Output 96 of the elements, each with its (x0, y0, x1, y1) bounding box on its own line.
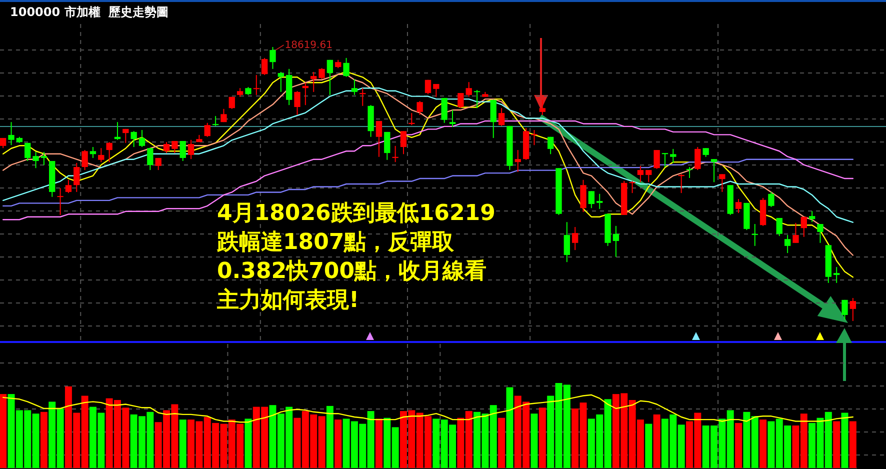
candlestick (449, 110, 456, 128)
annotation: 18619.61 (284, 40, 332, 51)
candlestick (163, 142, 170, 154)
candlestick (138, 130, 146, 148)
candlestick (416, 100, 423, 116)
candlestick (441, 97, 448, 124)
bar (0, 394, 7, 468)
bar (506, 387, 514, 468)
candlestick (474, 90, 480, 109)
bar (179, 420, 186, 468)
bar (538, 408, 546, 468)
candlestick (800, 216, 807, 238)
candlestick (498, 108, 505, 126)
candlestick (122, 128, 129, 144)
candlestick (490, 99, 496, 138)
candlestick (564, 222, 570, 263)
candlestick (808, 210, 816, 223)
candlestick (719, 174, 726, 192)
candlestick (710, 158, 718, 183)
candlestick (130, 130, 137, 148)
annotation: 4月18026跌到最低16219跌幅達1807點，反彈取0.382快700點，收月線看主力如何表現! (216, 201, 496, 313)
candlestick (588, 190, 595, 209)
bar (735, 422, 742, 468)
candlestick (784, 234, 791, 254)
candlestick (40, 151, 48, 166)
bar (334, 420, 342, 468)
candlestick (433, 83, 440, 98)
candlestick (220, 108, 227, 123)
candlestick (270, 46, 276, 70)
candlestick (400, 130, 407, 155)
candlestick (392, 145, 398, 163)
candlestick (155, 157, 162, 171)
bar (841, 412, 848, 468)
candlestick (466, 82, 472, 98)
candlestick (310, 71, 317, 92)
candlestick (580, 179, 586, 212)
candlestick (278, 71, 284, 92)
candlestick (670, 148, 676, 164)
candlestick (65, 179, 72, 194)
candlestick (629, 180, 636, 194)
candlestick (8, 122, 14, 146)
bar (498, 418, 506, 468)
candlestick (637, 165, 644, 183)
candlestick (180, 140, 186, 162)
candlestick (547, 136, 554, 155)
candlestick (531, 130, 538, 146)
candlestick (24, 142, 31, 162)
candlestick (253, 74, 260, 96)
bar (833, 421, 840, 468)
bar (645, 424, 652, 468)
candlestick (817, 224, 824, 244)
candlestick (326, 59, 334, 96)
candlestick (424, 79, 432, 95)
candlestick (188, 139, 194, 160)
bar (326, 406, 334, 468)
candlestick (768, 191, 774, 208)
candlestick (384, 131, 390, 160)
candlestick (261, 57, 268, 76)
candlestick (596, 193, 603, 210)
candlestick (294, 90, 300, 116)
candlestick (458, 92, 464, 109)
bar (40, 412, 48, 468)
bar (849, 421, 856, 468)
candlestick (90, 146, 96, 158)
candlestick (351, 78, 358, 96)
candlestick (735, 198, 742, 214)
candlestick (833, 266, 840, 284)
candlestick (539, 99, 546, 116)
bar (530, 414, 538, 468)
candlestick (792, 222, 799, 244)
bar (375, 418, 382, 468)
candlestick (572, 226, 578, 251)
candlestick (147, 148, 154, 171)
candlestick (776, 217, 782, 237)
bar (653, 414, 660, 468)
bar (760, 420, 767, 468)
candlestick (654, 150, 660, 170)
candlestick (106, 142, 112, 163)
candlestick (514, 150, 521, 172)
candlestick (82, 150, 88, 171)
candlestick (376, 120, 382, 158)
candlestick (694, 146, 701, 171)
candlestick (32, 151, 39, 169)
candlestick (612, 225, 620, 258)
candlestick (646, 170, 652, 183)
candlestick (678, 174, 684, 194)
candlestick (172, 140, 178, 154)
candlestick (204, 122, 210, 138)
bar (244, 418, 252, 468)
candlestick (98, 148, 104, 163)
chart-title: 100000 市加權 歷史走勢圖 (10, 5, 169, 19)
candlestick (228, 96, 235, 110)
candlestick (57, 188, 64, 216)
candlestick (318, 68, 325, 80)
candlestick (74, 162, 80, 192)
candlestick (343, 57, 350, 78)
